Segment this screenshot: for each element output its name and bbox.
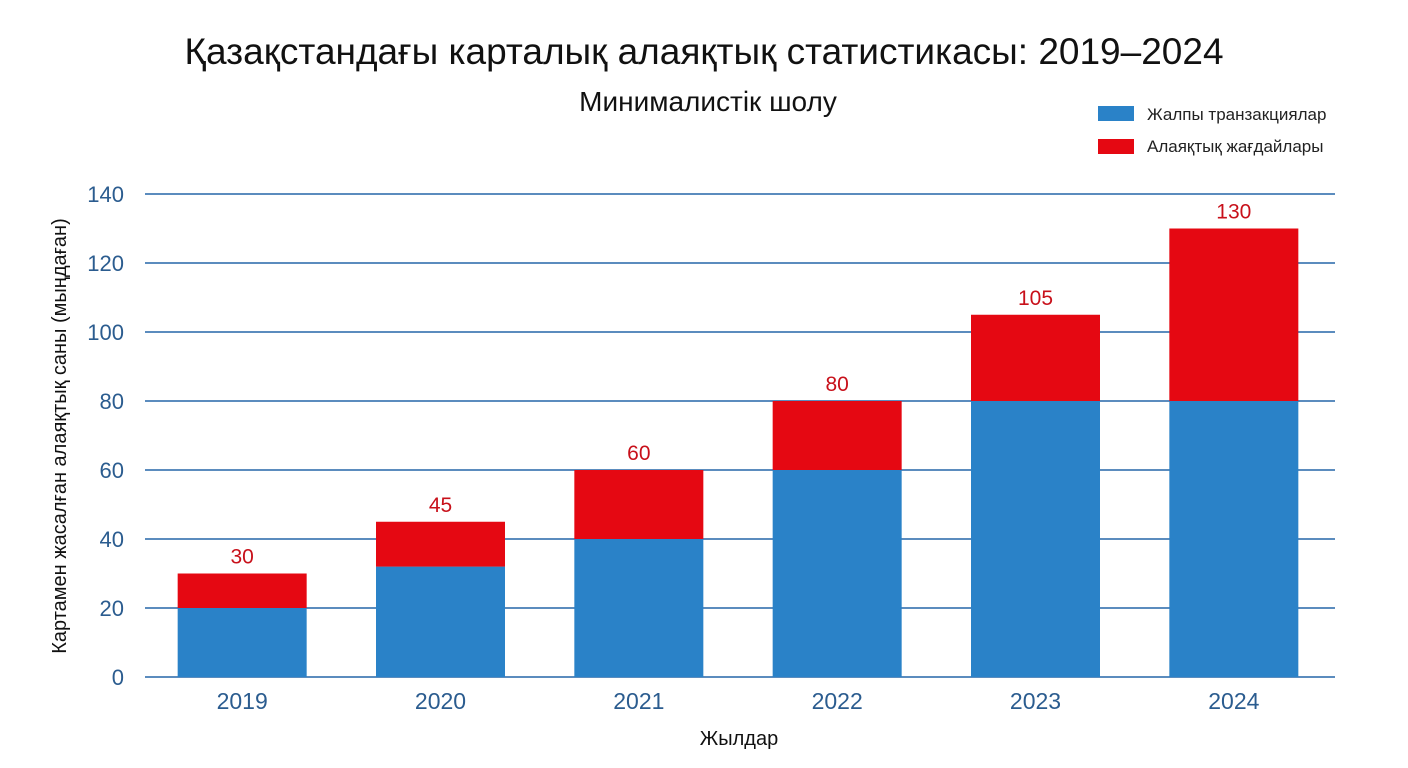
legend-label-fraud: Алаяқтық жағдайлары (1147, 137, 1323, 156)
x-tick-label-2020: 2020 (415, 688, 466, 714)
chart-subtitle: Минималистік шолу (579, 86, 837, 117)
bar-fraud-2024 (1169, 228, 1299, 401)
bar-total-2019 (177, 608, 307, 677)
bar-total-2020 (376, 566, 505, 677)
bar-fraud-2023 (971, 314, 1100, 401)
data-label-2019: 30 (230, 546, 253, 569)
data-label-2024: 130 (1216, 201, 1251, 224)
bar-fraud-2021 (574, 470, 704, 539)
y-tick-label: 100 (87, 320, 124, 345)
data-label-2022: 80 (825, 373, 848, 396)
legend: Жалпы транзакциялар Алаяқтық жағдайлары (1098, 105, 1326, 156)
legend-swatch-fraud (1098, 139, 1134, 154)
x-axis-label: Жылдар (700, 728, 778, 750)
data-label-2023: 105 (1018, 287, 1053, 310)
x-tick-label-2021: 2021 (613, 688, 664, 714)
y-tick-label: 140 (87, 182, 124, 207)
y-tick-label: 80 (100, 389, 124, 414)
bar-fraud-2019 (177, 573, 307, 608)
bars (177, 228, 1299, 677)
bar-fraud-2020 (376, 521, 505, 567)
x-axis-ticks: 2019 2020 2021 2022 2023 2024 (217, 688, 1260, 714)
gridlines (145, 193, 1335, 678)
bar-total-2024 (1169, 401, 1299, 677)
y-tick-label: 0 (112, 665, 124, 690)
x-tick-label-2024: 2024 (1208, 688, 1259, 714)
bar-total-2021 (574, 539, 704, 677)
y-axis-ticks: 0 20 40 60 80 100 120 140 (87, 182, 124, 690)
bar-fraud-2022 (772, 401, 902, 470)
bar-total-2022 (772, 470, 902, 677)
x-tick-label-2022: 2022 (812, 688, 863, 714)
y-tick-label: 20 (100, 596, 124, 621)
bar-total-2023 (971, 401, 1100, 677)
y-tick-label: 60 (100, 458, 124, 483)
data-labels: 30 45 60 80 105 130 (230, 201, 1251, 569)
y-tick-label: 40 (100, 527, 124, 552)
legend-label-total: Жалпы транзакциялар (1147, 105, 1326, 124)
legend-swatch-total (1098, 106, 1134, 121)
data-label-2020: 45 (429, 494, 452, 517)
x-tick-label-2019: 2019 (217, 688, 268, 714)
y-axis-label: Картамен жасалған алаяқтық саны (мыңдаға… (49, 218, 71, 654)
chart-title: Қазақстандағы карталық алаяқтық статисти… (184, 31, 1223, 72)
data-label-2021: 60 (627, 442, 650, 465)
x-tick-label-2023: 2023 (1010, 688, 1061, 714)
y-tick-label: 120 (87, 251, 124, 276)
